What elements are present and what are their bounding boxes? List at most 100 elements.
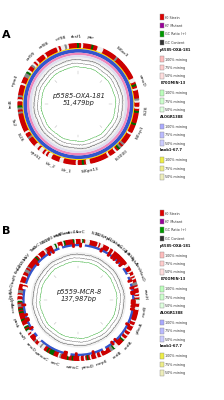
Wedge shape [24,78,28,81]
Text: trkS: trkS [126,252,134,261]
Text: hgA: hgA [9,290,13,298]
Wedge shape [87,356,89,360]
Wedge shape [128,129,132,132]
Text: stbxC: stbxC [111,240,123,250]
Wedge shape [121,266,124,269]
Wedge shape [135,302,139,303]
Text: 100% mining: 100% mining [165,354,187,358]
Wedge shape [109,53,112,57]
Text: blr_2: blr_2 [44,161,56,169]
Wedge shape [90,159,93,163]
Wedge shape [42,345,45,349]
Wedge shape [107,248,110,252]
Wedge shape [83,44,85,48]
Wedge shape [20,120,24,122]
Wedge shape [52,351,55,355]
Wedge shape [107,152,110,156]
Wedge shape [92,355,94,359]
Wedge shape [19,288,23,290]
Wedge shape [84,160,86,164]
Wedge shape [71,240,73,244]
Wedge shape [64,351,66,355]
Text: ptsO: ptsO [101,235,112,243]
Wedge shape [134,90,137,92]
Text: pasb: pasb [11,318,19,329]
Wedge shape [54,156,57,160]
Wedge shape [102,245,104,249]
Wedge shape [92,351,95,355]
Wedge shape [121,141,124,144]
Wedge shape [64,355,66,359]
Text: ALOGR1388: ALOGR1388 [160,311,184,315]
Wedge shape [134,312,137,314]
Wedge shape [39,253,43,257]
Wedge shape [135,104,139,106]
Circle shape [31,253,125,347]
Text: kaob1-67.7: kaob1-67.7 [160,148,183,152]
Text: ISKox3: ISKox3 [115,46,129,58]
Text: p5559-MCR-8
137,987bp: p5559-MCR-8 137,987bp [56,289,101,302]
Text: p5585-OXA-181
51,479bp: p5585-OXA-181 51,479bp [52,93,105,106]
Wedge shape [19,290,22,292]
Text: traM: traM [11,274,18,284]
Wedge shape [134,94,138,96]
Wedge shape [18,294,22,295]
Wedge shape [19,310,23,312]
Wedge shape [27,330,31,333]
Text: glpA: glpA [9,297,13,307]
Circle shape [43,264,114,336]
Wedge shape [45,151,48,155]
Wedge shape [134,112,138,114]
Wedge shape [18,304,22,306]
Wedge shape [110,150,114,154]
Wedge shape [71,356,72,360]
Text: mcrB: mcrB [142,306,148,318]
Circle shape [32,58,124,150]
Wedge shape [26,319,29,322]
Circle shape [36,62,121,146]
Wedge shape [121,64,125,68]
Wedge shape [27,70,31,74]
Wedge shape [33,260,36,263]
Text: rbsf1: rbsf1 [70,34,82,39]
Circle shape [40,66,117,143]
Wedge shape [128,74,132,78]
Wedge shape [111,341,114,345]
Wedge shape [73,244,74,247]
Wedge shape [22,277,26,280]
Wedge shape [28,266,32,269]
Wedge shape [19,90,23,92]
Wedge shape [105,51,109,55]
Wedge shape [134,116,137,119]
Text: mep6: mep6 [95,360,108,368]
Wedge shape [29,264,32,268]
Text: rmuD: rmuD [25,342,36,353]
Text: ssaR: ssaR [17,330,26,341]
Wedge shape [82,160,84,164]
Wedge shape [78,161,80,164]
Wedge shape [39,343,43,347]
Wedge shape [47,248,50,252]
Wedge shape [58,157,61,161]
Wedge shape [134,309,138,311]
Wedge shape [65,352,67,356]
Wedge shape [96,158,99,161]
Wedge shape [20,284,24,286]
Wedge shape [127,133,130,136]
Text: 50% mining: 50% mining [165,108,185,112]
Wedge shape [62,158,64,162]
Wedge shape [135,296,139,297]
Wedge shape [128,326,132,329]
Wedge shape [34,258,37,262]
Circle shape [30,56,127,152]
Circle shape [22,243,135,357]
Circle shape [39,260,118,340]
Wedge shape [116,145,120,149]
Text: Tn2: Tn2 [29,246,38,254]
Wedge shape [19,94,23,96]
Wedge shape [23,285,27,288]
Text: 75% mining: 75% mining [165,133,185,137]
Wedge shape [122,66,126,69]
Wedge shape [25,326,28,328]
Wedge shape [72,44,74,48]
